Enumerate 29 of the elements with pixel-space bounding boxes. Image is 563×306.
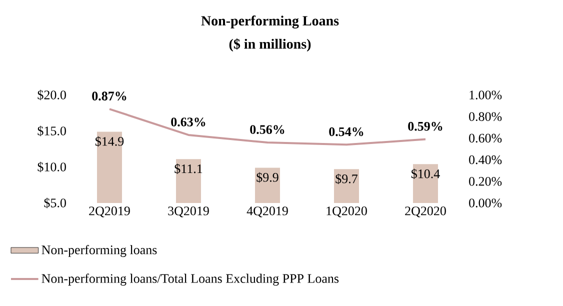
legend-label: Non-performing loans	[42, 244, 157, 257]
x-tick-label: 2Q2020	[405, 206, 446, 218]
data-label: 0.56%	[250, 125, 284, 134]
x-tick-label: 4Q2019	[246, 206, 288, 218]
data-label: $9.9	[256, 172, 278, 183]
data-label: 0.63%	[171, 118, 206, 126]
y2-tick-label: 0.80%	[469, 112, 502, 122]
x-tick-label: 1Q2020	[326, 206, 367, 218]
y-tick-label: $20.0	[38, 90, 66, 100]
data-label: 0.54%	[329, 127, 364, 136]
data-label: $10.4	[411, 168, 440, 180]
data-label: $9.7	[336, 174, 358, 184]
y2-tick-label: 0.60%	[469, 134, 502, 143]
x-tick-label: 2Q2019	[89, 206, 130, 218]
data-label: $11.1	[174, 164, 202, 174]
y-tick-label: $15.0	[38, 126, 66, 136]
y2-tick-label: 0.20%	[469, 176, 502, 186]
y-tick-label: $5.0	[44, 198, 66, 208]
legend-label: Non-performing loans/Total Loans Excluding PPP Loans	[42, 274, 339, 286]
chart-title: Non-performing Loans	[201, 16, 339, 28]
chart-subtitle: ($ in millions)	[229, 38, 311, 52]
y2-tick-label: 0.00%	[469, 198, 502, 208]
y2-tick-label: 1.00%	[470, 90, 502, 100]
data-label: 0.87%	[92, 92, 126, 101]
data-label: 0.59%	[408, 122, 442, 131]
y-tick-label: $10.0	[38, 162, 66, 172]
x-tick-label: 3Q2019	[168, 206, 209, 218]
data-label: $14.9	[95, 136, 124, 147]
y2-tick-label: 0.40%	[469, 155, 502, 164]
